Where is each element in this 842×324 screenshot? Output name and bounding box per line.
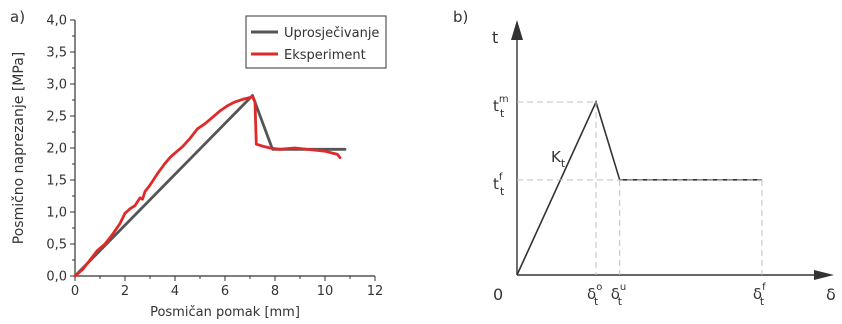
legend-box bbox=[245, 15, 387, 69]
y-mark-label: tf t bbox=[493, 172, 505, 198]
k-label: Kt bbox=[551, 148, 566, 170]
x-tick-label: 2 bbox=[121, 284, 129, 299]
x-mark-label: δo t bbox=[587, 282, 602, 308]
y-tick-label: 3,0 bbox=[46, 78, 67, 93]
traction-separation-curve bbox=[516, 99, 762, 276]
y-tick-label: 3,5 bbox=[46, 46, 67, 61]
legend-label-eksperiment: Eksperiment bbox=[284, 48, 366, 63]
x-tick-label: 6 bbox=[221, 284, 229, 299]
series-line-eksperiment bbox=[73, 95, 342, 278]
y-tick-label: 0,0 bbox=[46, 270, 67, 285]
k-label-sub: t bbox=[561, 157, 566, 170]
y-tick-label: 1,5 bbox=[46, 174, 67, 189]
y-tick-label: 0,5 bbox=[46, 238, 67, 253]
x-tick-label: 8 bbox=[271, 284, 279, 299]
panel-a-y-axis-title: Posmično naprezanje [MPa] bbox=[11, 52, 27, 244]
panel-a-label: a) bbox=[10, 8, 25, 26]
panel-a-chart: a) Posmičan pomak [mm] Posmično naprezan… bbox=[10, 8, 387, 320]
k-label-main: K bbox=[551, 148, 562, 166]
panel-b-diagram: b) t δ 0 Kt tm t tf t δo t δu t δf t bbox=[453, 8, 836, 308]
y-tick-label: 2,0 bbox=[46, 142, 67, 157]
series-line-uprosjecivanje bbox=[73, 94, 347, 278]
y-mark-label: tm t bbox=[493, 94, 509, 120]
panel-a-x-axis-title: Posmičan pomak [mm] bbox=[150, 305, 300, 320]
y-tick-label: 4,0 bbox=[46, 14, 67, 29]
panel-b-origin-label: 0 bbox=[493, 285, 503, 304]
x-tick-label: 12 bbox=[367, 284, 384, 299]
panel-b-y-axis-title: t bbox=[492, 28, 498, 47]
y-tick-label: 2,5 bbox=[46, 110, 67, 125]
legend-label-uprosjecivanje: Uprosječivanje bbox=[284, 26, 379, 41]
x-mark-label: δu t bbox=[611, 282, 627, 308]
x-tick-label: 4 bbox=[171, 284, 179, 299]
panel-b-x-arrowhead bbox=[814, 270, 834, 280]
x-tick-label: 0 bbox=[71, 284, 79, 299]
panel-b-x-axis-title: δ bbox=[826, 285, 836, 304]
y-tick-label: 1,0 bbox=[46, 206, 67, 221]
x-tick-label: 10 bbox=[317, 284, 334, 299]
x-mark-label: δf t bbox=[753, 282, 766, 308]
panel-b-label: b) bbox=[453, 8, 468, 26]
panel-b-y-arrowhead bbox=[511, 20, 523, 40]
